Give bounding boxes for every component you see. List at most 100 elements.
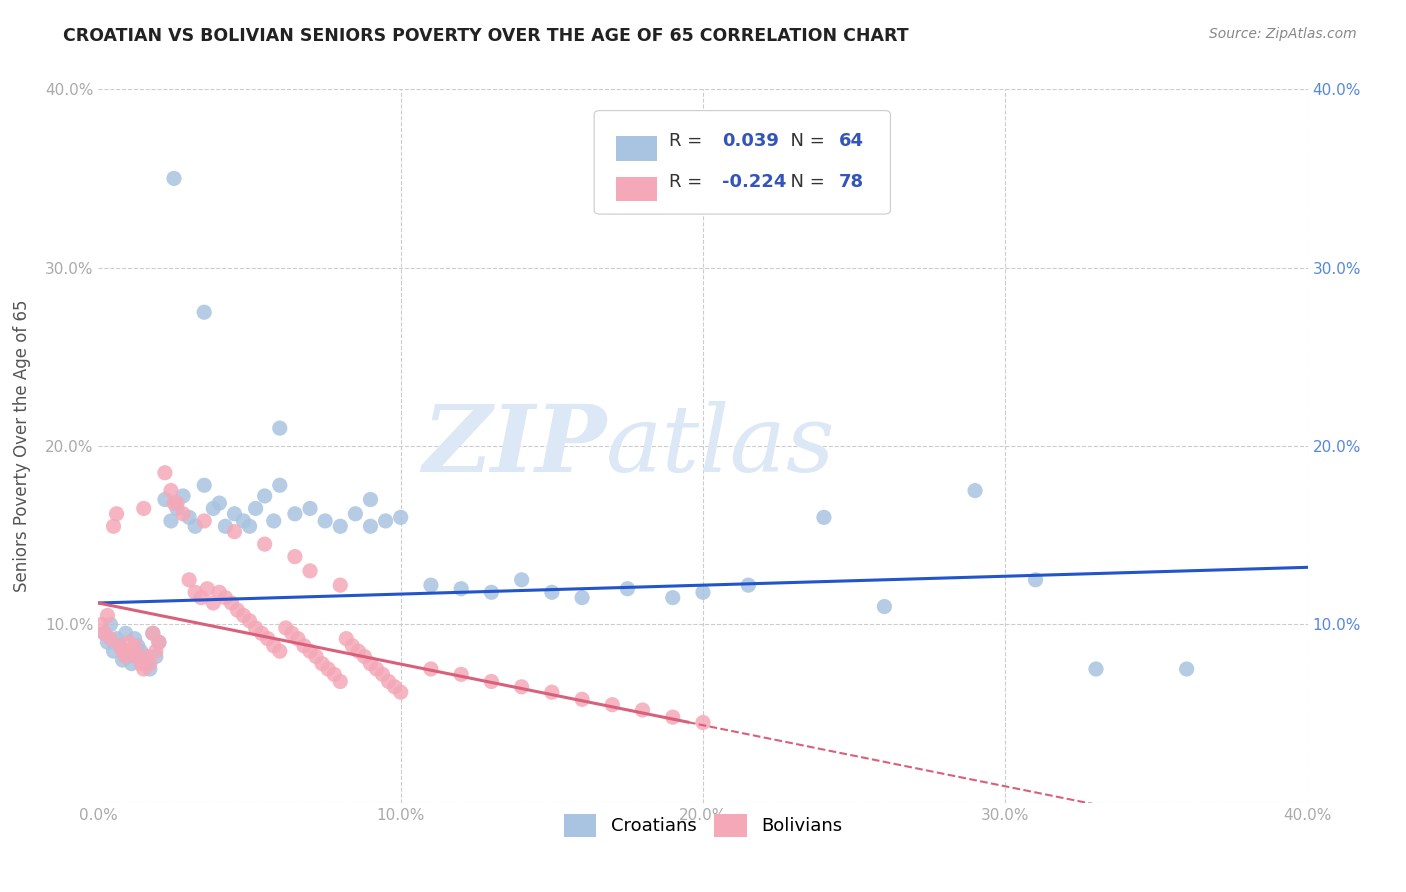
Point [127, 649, 149, 664]
Point [114, 626, 136, 640]
Text: R =: R = [669, 132, 709, 150]
Point [450, 667, 472, 681]
Point [245, 501, 267, 516]
Point [100, 617, 122, 632]
Point [250, 626, 273, 640]
Point [284, 507, 307, 521]
Point [221, 596, 243, 610]
Point [269, 478, 291, 492]
Point [965, 483, 987, 498]
Point [190, 591, 212, 605]
Text: N =: N = [779, 132, 831, 150]
FancyBboxPatch shape [616, 136, 657, 161]
Point [284, 549, 307, 564]
Point [299, 644, 322, 658]
Point [148, 635, 170, 649]
Point [93, 626, 115, 640]
Point [813, 510, 835, 524]
Point [96, 635, 118, 649]
Point [245, 621, 267, 635]
Point [256, 632, 278, 646]
Text: ZIP: ZIP [422, 401, 606, 491]
Point [540, 685, 562, 699]
Point [263, 639, 285, 653]
Point [263, 514, 285, 528]
Point [661, 710, 683, 724]
Point [127, 639, 149, 653]
Point [166, 501, 188, 516]
Point [510, 573, 533, 587]
Point [253, 489, 276, 503]
Point [377, 674, 399, 689]
Text: 64: 64 [838, 132, 863, 150]
Point [631, 703, 654, 717]
Point [202, 501, 225, 516]
Point [571, 591, 593, 605]
Point [292, 639, 315, 653]
Point [269, 644, 291, 658]
Point [90, 617, 112, 632]
Point [661, 591, 683, 605]
Point [163, 496, 186, 510]
Point [305, 649, 328, 664]
Point [132, 501, 155, 516]
Point [360, 492, 382, 507]
Point [371, 667, 394, 681]
Point [226, 603, 249, 617]
FancyBboxPatch shape [616, 177, 657, 202]
Point [510, 680, 533, 694]
Point [179, 573, 201, 587]
Point [172, 489, 194, 503]
Point [616, 582, 638, 596]
Point [329, 578, 352, 592]
Point [269, 421, 291, 435]
Point [360, 519, 382, 533]
Point [1085, 662, 1108, 676]
Point [121, 657, 143, 671]
Point [160, 483, 183, 498]
Point [335, 632, 357, 646]
Point [132, 662, 155, 676]
Point [323, 667, 346, 681]
Point [118, 635, 141, 649]
Text: 0.039: 0.039 [723, 132, 779, 150]
Text: atlas: atlas [606, 401, 835, 491]
Text: N =: N = [779, 173, 831, 191]
Point [195, 582, 218, 596]
Point [172, 507, 194, 521]
Point [873, 599, 896, 614]
Point [281, 626, 304, 640]
Point [184, 519, 207, 533]
Point [602, 698, 624, 712]
Point [420, 662, 443, 676]
Point [124, 639, 146, 653]
Text: Source: ZipAtlas.com: Source: ZipAtlas.com [1209, 27, 1357, 41]
Point [287, 632, 309, 646]
Point [366, 662, 388, 676]
Point [316, 662, 339, 676]
Point [481, 585, 503, 599]
Point [114, 649, 136, 664]
Text: CROATIAN VS BOLIVIAN SENIORS POVERTY OVER THE AGE OF 65 CORRELATION CHART: CROATIAN VS BOLIVIAN SENIORS POVERTY OVE… [63, 27, 908, 45]
Point [208, 585, 231, 599]
Point [148, 635, 170, 649]
Point [132, 649, 155, 664]
Text: 78: 78 [838, 173, 863, 191]
Point [311, 657, 333, 671]
Point [193, 514, 215, 528]
Point [692, 585, 714, 599]
Point [253, 537, 276, 551]
Point [153, 492, 176, 507]
Point [214, 519, 236, 533]
Point [384, 680, 406, 694]
Point [142, 626, 165, 640]
Point [103, 519, 125, 533]
Point [540, 585, 562, 599]
Point [214, 591, 236, 605]
Point [139, 657, 162, 671]
Point [344, 507, 367, 521]
Point [103, 644, 125, 658]
Point [232, 514, 254, 528]
Point [360, 657, 382, 671]
Point [118, 649, 141, 664]
